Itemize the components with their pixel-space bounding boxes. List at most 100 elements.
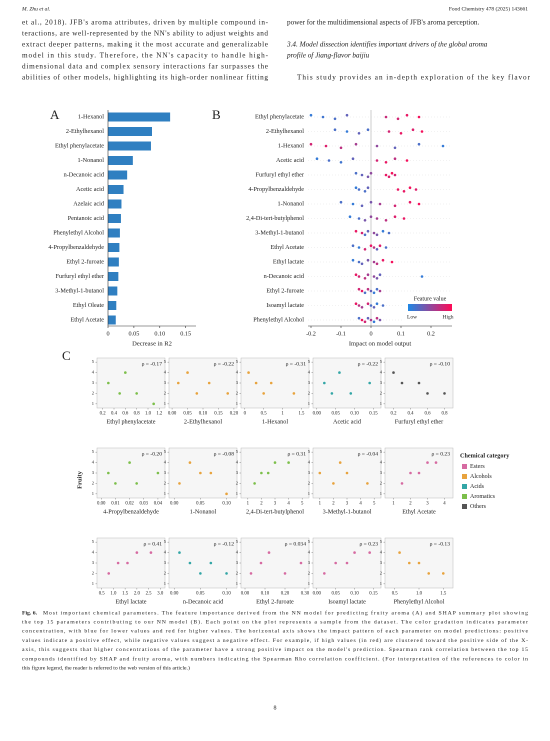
x-tick-label: 1 (319, 502, 322, 507)
scatter-dot (156, 471, 160, 475)
bar (108, 228, 120, 238)
shap-dot (309, 113, 313, 117)
scatter-dot (417, 381, 421, 385)
shap-dot (372, 275, 376, 278)
shap-dot (417, 202, 421, 206)
feature-label: n-Decanoic acid (264, 273, 305, 280)
y-tick-label: 1 (380, 401, 382, 406)
y-tick-label: 2 (380, 480, 382, 485)
y-tick-label: 3 (164, 560, 167, 565)
shap-dot (357, 188, 361, 191)
x-tick-label: 4 (287, 502, 290, 507)
shap-dot (381, 229, 385, 233)
x-tick-label: 2.0 (134, 592, 141, 597)
x-tick-label: 0.15 (369, 412, 378, 417)
category-label: Ethyl phenylacetate (55, 142, 104, 149)
scatter-dot (338, 371, 341, 374)
shap-dot (387, 231, 391, 235)
shap-dot (360, 289, 364, 293)
caption-line: compounds identified by SHAP and fruity … (22, 655, 528, 662)
x-tick-label: 0.04 (154, 502, 163, 507)
shap-dot (363, 219, 367, 222)
x-tick-label: 0.00 (170, 502, 179, 507)
shap-dot (375, 233, 379, 237)
bar (108, 170, 128, 180)
x-tick-label: 0.1 (397, 330, 405, 337)
x-tick-label: -0.1 (336, 330, 346, 337)
shap-dot (387, 175, 391, 179)
scatter-dot (349, 392, 353, 395)
x-tick-label: 0.15 (214, 412, 223, 417)
panel-name: Ethyl Acetate (402, 508, 436, 515)
panel-name: 3-Methyl-1-butanol (323, 508, 372, 515)
scatter-dot (199, 471, 202, 475)
scatter-dot (400, 482, 404, 485)
x-tick-label: 1.5 (440, 592, 447, 597)
scatter-dot (266, 471, 270, 475)
x-tick-label: 0.30 (301, 592, 310, 597)
x-tick-label: 1.0 (145, 412, 152, 417)
shap-dot (357, 132, 361, 135)
scatter-dot (176, 381, 180, 385)
y-tick-label: 5 (380, 449, 383, 454)
panel-name: Acetic acid (333, 418, 362, 425)
shap-dot (354, 171, 358, 175)
shap-dot (327, 159, 331, 162)
x-tick-label: 0.2 (391, 412, 398, 417)
shap-dot (441, 144, 445, 148)
y-tick-label: 5 (380, 539, 383, 544)
colorbar (408, 304, 452, 311)
y-tick-label: 1 (236, 401, 238, 406)
feature-label: Furfuryl ethyl ether (256, 171, 304, 178)
rho-label: ρ = -0.10 (430, 361, 451, 367)
shap-dot (360, 231, 364, 235)
y-tick-label: 3 (236, 380, 239, 385)
category-label: Ethyl Acetate (70, 316, 104, 323)
shap-dot (378, 318, 382, 322)
y-tick-label: 3 (92, 380, 95, 385)
category-label: 2-Ethylhexanol (66, 128, 104, 135)
legend-swatch (462, 484, 467, 489)
scatter-dot (225, 492, 228, 496)
legend-title: Feature value (414, 296, 447, 302)
x-tick-label: 3 (426, 502, 429, 507)
body-line: teractions, are well-represented by the … (22, 30, 268, 38)
rho-label: ρ = -0.17 (142, 361, 163, 367)
x-tick-label: 0.5 (392, 592, 399, 597)
y-tick-label: 3 (236, 560, 239, 565)
scatter-dot (409, 471, 412, 475)
scatter-dot (392, 371, 395, 374)
shap-dot (420, 275, 424, 278)
shap-dot (372, 291, 376, 295)
shap-dot (378, 244, 382, 247)
shap-dot (315, 157, 319, 160)
x-tick-label: 0.5 (261, 412, 268, 417)
y-tick-label: 5 (92, 539, 95, 544)
caption-line: this figure legend, the reader is referr… (22, 665, 190, 672)
scatter-dot (368, 551, 371, 554)
legend-label: Others (470, 504, 487, 510)
body-line: This study provides an in-depth explorat… (297, 74, 531, 82)
scatter-dot (345, 561, 349, 565)
panel-box (168, 447, 238, 499)
x-tick-label: 0.05 (196, 592, 205, 597)
x-tick-label: 2 (260, 502, 263, 507)
rho-label: ρ = -0.13 (430, 541, 451, 547)
legend-label: Esters (470, 464, 485, 470)
caption-line: axis, this suggests that higher concentr… (22, 646, 528, 653)
y-tick-label: 2 (236, 480, 238, 485)
body-line: dimensional data and complex sensory int… (22, 63, 268, 71)
scatter-dot (116, 561, 120, 565)
feature-label: 3-Methyl-1-butanol (255, 229, 304, 236)
caption-line: values indicate a positive effect, while… (22, 637, 528, 644)
shap-dot (378, 202, 382, 206)
y-tick-label: 4 (236, 550, 239, 555)
scatter-dot (368, 381, 371, 385)
shap-dot (393, 173, 397, 177)
y-tick-label: 2 (164, 480, 166, 485)
y-tick-label: 1 (164, 491, 166, 496)
shap-dot (366, 258, 370, 262)
scatter-dot (407, 561, 411, 565)
shap-dot (357, 316, 361, 320)
y-tick-label: 5 (308, 539, 311, 544)
